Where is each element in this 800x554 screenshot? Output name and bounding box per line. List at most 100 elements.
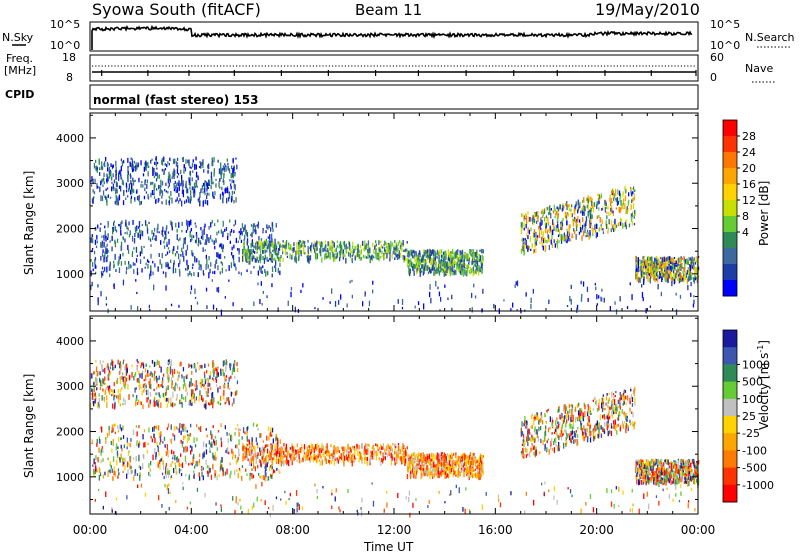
echo-point (202, 159, 204, 165)
echo-point (612, 188, 614, 193)
echo-point (475, 270, 477, 275)
echo-point (427, 271, 430, 275)
echo-point (454, 269, 456, 274)
echo-point (253, 465, 255, 469)
echo-point (157, 361, 159, 365)
echo-point (354, 457, 356, 462)
echo-point (654, 277, 656, 283)
echo-point (440, 254, 443, 258)
echo-point (236, 362, 238, 367)
echo-point (97, 185, 99, 189)
echo-point (525, 292, 527, 297)
echo-point (113, 222, 115, 226)
echo-point (572, 220, 574, 227)
echo-point (322, 454, 324, 457)
echo-point (203, 229, 205, 235)
echo-point (684, 261, 686, 268)
echo-point (104, 376, 106, 381)
echo-point (166, 163, 168, 168)
echo-point (144, 180, 146, 186)
echo-point (435, 252, 438, 256)
echo-point (643, 258, 645, 261)
echo-point (523, 227, 525, 231)
echo-point (188, 197, 190, 203)
echo-point (165, 387, 167, 390)
echo-point (373, 454, 375, 460)
echo-point (462, 260, 464, 267)
echo-point (235, 197, 237, 203)
echo-point (314, 248, 316, 253)
echo-point (453, 264, 456, 268)
echo-point (114, 471, 116, 477)
echo-point (669, 256, 671, 262)
echo-point (650, 267, 653, 273)
echo-point (203, 169, 205, 173)
echo-point (670, 270, 672, 277)
echo-point (315, 247, 317, 252)
echo-point (217, 372, 219, 377)
echo-point (236, 459, 239, 463)
echo-point (106, 433, 109, 438)
echo-point (246, 254, 248, 260)
echo-point (246, 435, 248, 442)
echo-point (188, 400, 190, 406)
echo-point (647, 275, 649, 282)
echo-point (129, 264, 132, 269)
echo-point (178, 372, 180, 379)
echo-point (381, 251, 383, 255)
echo-point (597, 193, 599, 197)
echo-point (675, 260, 677, 265)
echo-point (575, 221, 577, 227)
echo-point (178, 462, 180, 468)
echo-point (471, 254, 473, 257)
echo-point (331, 242, 333, 248)
echo-point (642, 297, 644, 302)
echo-point (185, 383, 187, 388)
echo-point (96, 442, 98, 447)
echo-point (165, 392, 167, 396)
echo-point (194, 296, 197, 299)
echo-point (591, 205, 594, 209)
echo-point (193, 182, 196, 188)
echo-point (140, 160, 142, 166)
echo-point (101, 446, 103, 449)
echo-point (613, 221, 615, 223)
echo-point (433, 264, 435, 269)
echo-point (403, 457, 405, 460)
echo-point (146, 179, 148, 184)
echo-point (641, 269, 643, 273)
echo-point (127, 244, 129, 250)
echo-point (307, 239, 309, 243)
echo-point (424, 261, 426, 264)
echo-point (611, 190, 613, 194)
echo-point (688, 272, 690, 278)
echo-point (189, 399, 191, 406)
cpid-text: normal (fast stereo) 153 (93, 93, 259, 107)
echo-point (677, 269, 679, 273)
echo-point (327, 241, 329, 247)
echo-point (196, 362, 199, 365)
echo-point (138, 370, 140, 376)
echo-point (586, 286, 589, 292)
echo-point (162, 271, 165, 274)
echo-point (162, 385, 164, 389)
echo-point (102, 190, 105, 196)
echo-point (163, 172, 165, 175)
echo-point (602, 231, 605, 235)
echo-point (91, 281, 93, 287)
echo-point (457, 266, 459, 272)
echo-point (163, 476, 165, 480)
echo-point (171, 176, 173, 180)
echo-point (286, 455, 288, 460)
echo-point (548, 237, 551, 243)
echo-point (463, 254, 465, 261)
echo-point (254, 445, 256, 452)
echo-point (473, 265, 475, 268)
echo-point (336, 252, 338, 258)
echo-point (566, 231, 569, 237)
echo-point (568, 204, 571, 208)
echo-point (676, 258, 678, 263)
echo-point (151, 158, 153, 161)
echo-point (140, 386, 142, 390)
echo-point (580, 210, 582, 214)
